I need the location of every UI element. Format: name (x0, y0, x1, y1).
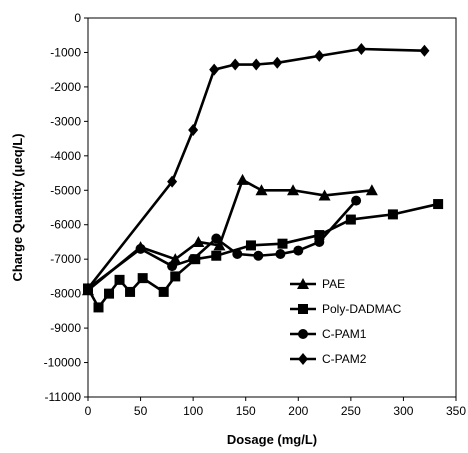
data-point (209, 63, 220, 76)
y-tick-label: -2000 (50, 80, 81, 94)
data-point (255, 184, 268, 196)
data-point (135, 243, 146, 254)
y-axis-title: Charge Quantity (μeq/L) (10, 133, 25, 281)
data-point (170, 271, 181, 282)
data-point (93, 302, 104, 313)
y-tick-label: -3000 (50, 114, 81, 128)
legend-label: Poly-DADMAC (322, 302, 402, 316)
x-tick-label: 250 (341, 404, 361, 418)
y-tick-label: -11000 (45, 390, 82, 404)
legend-label: C-PAM2 (322, 352, 367, 366)
data-point (192, 235, 205, 247)
x-tick-label: 300 (393, 404, 413, 418)
data-point (114, 274, 125, 285)
data-point (356, 43, 367, 56)
data-point (230, 58, 241, 71)
series-line (86, 47, 425, 290)
data-point (433, 199, 444, 210)
data-point (211, 233, 222, 244)
legend-item: PAE (290, 277, 345, 291)
legend-item: Poly-DADMAC (290, 302, 402, 316)
x-tick-label: 150 (236, 404, 256, 418)
y-tick-label: -4000 (50, 149, 81, 163)
y-tick-label: -10000 (44, 356, 82, 370)
legend-marker (298, 304, 308, 314)
data-point (188, 123, 199, 136)
data-point (158, 286, 169, 297)
series-group (82, 43, 444, 313)
legend-label: PAE (322, 277, 345, 291)
data-point (188, 254, 199, 265)
data-point (137, 273, 148, 284)
x-tick-label: 350 (446, 404, 466, 418)
data-point (125, 286, 136, 297)
series-line (87, 178, 373, 292)
data-point (365, 184, 378, 196)
y-tick-label: -8000 (50, 287, 81, 301)
data-point (314, 49, 325, 62)
x-tick-label: 100 (183, 404, 203, 418)
data-point (213, 239, 226, 251)
x-axis-title: Dosage (mg/L) (227, 432, 317, 447)
y-tick-label: 0 (74, 11, 81, 25)
series-c-pam2 (83, 43, 430, 295)
legend-item: C-PAM2 (290, 352, 367, 366)
data-point (314, 230, 325, 241)
axes: 0 -1000 -2000 -3000 -4000 -5000 -6000 -7000 -800… (44, 11, 467, 418)
data-point (236, 173, 249, 185)
x-tick-label: 200 (288, 404, 308, 418)
data-point (287, 184, 300, 196)
legend-marker (298, 353, 308, 365)
y-tick-label: -6000 (50, 218, 81, 232)
data-point (387, 209, 398, 220)
x-tick-label: 50 (134, 404, 148, 418)
series-line (86, 202, 439, 309)
data-point (419, 44, 430, 57)
data-point (251, 58, 262, 71)
data-point (253, 250, 264, 261)
data-point (351, 195, 362, 206)
data-point (211, 250, 222, 261)
plot-frame (87, 17, 457, 398)
legend-label: C-PAM1 (322, 327, 367, 341)
data-point (275, 249, 286, 260)
data-point (104, 288, 115, 299)
x-tick-label: 0 (85, 404, 92, 418)
y-tick-label: -5000 (50, 183, 81, 197)
data-point (277, 238, 288, 249)
data-point (272, 56, 283, 69)
data-point (314, 236, 325, 247)
data-point (245, 240, 256, 251)
data-point (345, 214, 356, 225)
y-tick-label: -9000 (50, 321, 81, 335)
y-tick-label: -7000 (50, 252, 81, 266)
data-point (293, 245, 304, 256)
legend-marker (298, 329, 308, 339)
legend-item: C-PAM1 (290, 327, 367, 341)
data-point (167, 261, 178, 272)
data-point (232, 249, 243, 260)
data-point (318, 189, 331, 201)
y-tick-label: -1000 (50, 45, 81, 59)
data-point (83, 282, 93, 295)
legend-marker (297, 278, 309, 289)
legend: PAE Poly-DADMAC C-PAM1 C-PAM2 (290, 277, 402, 366)
data-point (167, 175, 178, 188)
